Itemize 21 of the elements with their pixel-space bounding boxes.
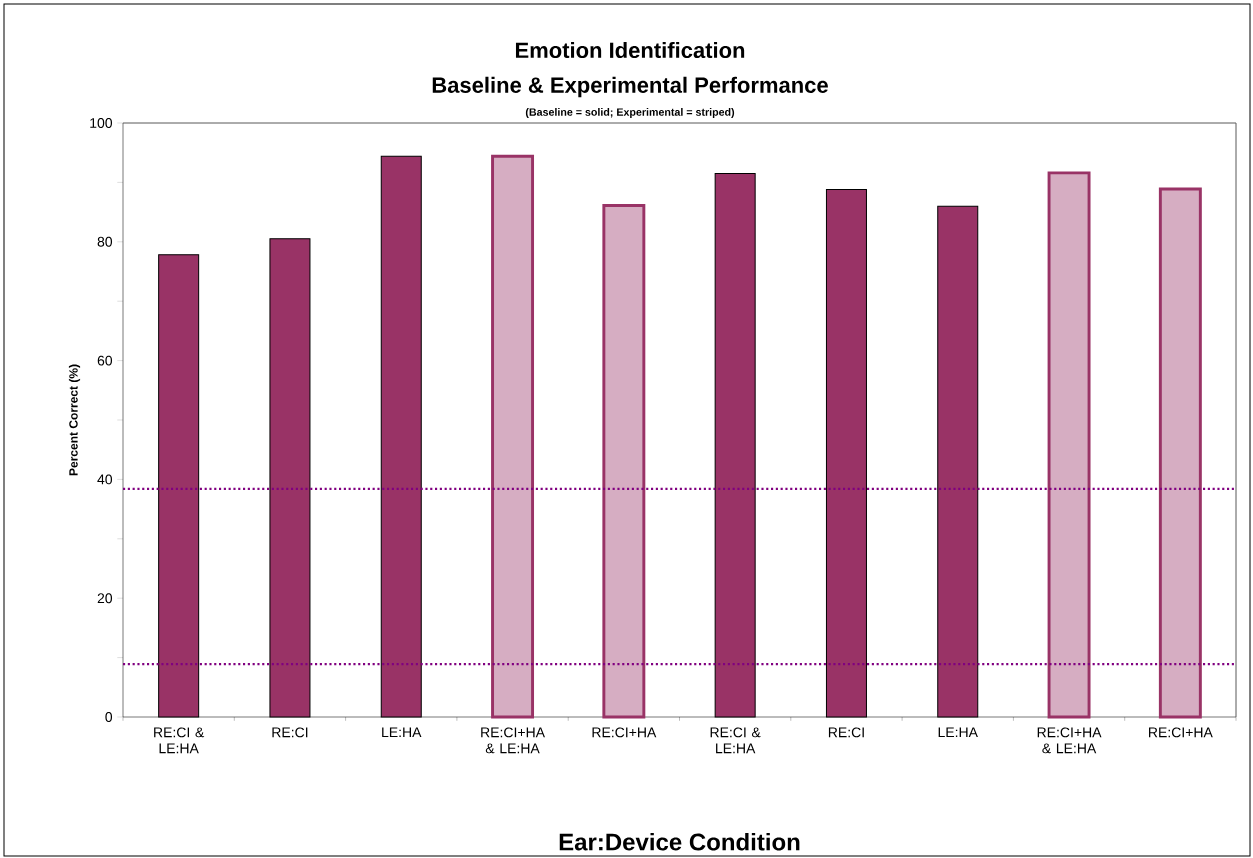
x-tick-label: RE:CI & LE:HA <box>710 727 761 754</box>
text: (Baseline = solid; Experimental = striped) <box>525 108 735 118</box>
x-axis-title: Ear:Device Condition <box>559 832 800 851</box>
x-tick-label: RE:CI & LE:HA <box>154 727 205 754</box>
y-tick-label: 0 <box>105 712 113 722</box>
chart-subtitle: Baseline & Experimental Performance <box>432 76 828 98</box>
y-axis-title: Percent Correct (%) <box>68 364 81 476</box>
x-tick-label: RE:CI <box>272 727 308 738</box>
y-tick-label: 20 <box>97 593 113 604</box>
x-tick-label: RE:CI <box>828 727 864 738</box>
y-tick-label: 80 <box>97 236 113 247</box>
x-tick-label: LE:HA <box>382 727 422 738</box>
x-tick-label: RE:CI+HA <box>1149 727 1213 738</box>
y-tick-label: 40 <box>97 474 113 485</box>
chart-title: Emotion Identification <box>515 41 745 59</box>
x-tick-label: RE:CI+HA <box>592 727 657 738</box>
y-tick-label: 60 <box>97 355 113 366</box>
x-tick-label: LE:HA <box>938 727 978 738</box>
x-tick-label: RE:CI+HA & LE:HA <box>1037 727 1102 754</box>
x-tick-label: RE:CI+HA & LE:HA <box>481 727 545 754</box>
y-tick-label: 100 <box>90 118 113 128</box>
